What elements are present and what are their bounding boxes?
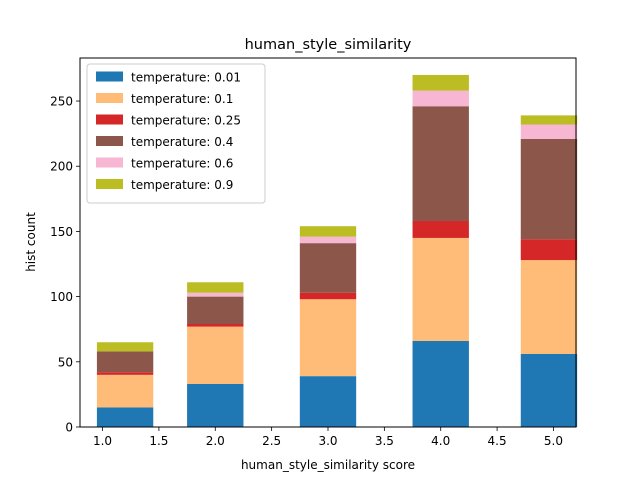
x-tick-label: 2.0 [206,434,225,448]
bar-segment-s3-c4 [520,138,578,240]
bar-segment-s1-c3 [412,237,469,341]
legend-label: temperature: 0.25 [131,114,241,128]
bar-segment-s5-c0 [96,342,154,352]
bar-segment-s1-c0 [96,374,154,408]
bar-segment-s5-c2 [299,226,357,237]
legend-swatch [96,157,123,168]
y-tick-label: 250 [50,95,73,109]
bar-segment-s1-c1 [187,326,244,384]
bar-segment-s1-c2 [299,299,357,377]
bars-group [96,74,578,427]
bar-segment-s0-c3 [412,340,469,427]
bar-segment-s4-c2 [299,236,357,244]
y-axis-label: hist count [24,212,38,272]
x-axis-label: human_style_similarity score [241,458,415,472]
x-tick-label: 1.0 [93,434,112,448]
bar-segment-s3-c2 [299,243,357,293]
x-tick-label: 4.5 [488,434,507,448]
legend-swatch [96,93,123,103]
bar-segment-s4-c4 [520,124,578,139]
legend-label: temperature: 0.01 [131,71,241,85]
y-tick-label: 150 [50,225,73,239]
axes-group: 1.0 1.5 2.0 2.5 3.0 3.5 4.0 4.5 5.0 0 50 100 150 200 2… [50,57,577,448]
legend-label: temperature: 0.1 [131,92,233,106]
x-tick-label: 2.5 [262,434,281,448]
y-tick-label: 0 [65,421,73,435]
legend-swatch [96,136,123,146]
bar-segment-s3-c1 [187,296,244,324]
x-tick-label: 4.0 [431,434,450,448]
legend-label: temperature: 0.9 [131,178,233,192]
legend: temperature: 0.01 temperature: 0.1 tempera… [86,63,266,204]
bar-segment-s0-c1 [187,383,244,427]
y-tick-label: 100 [50,290,73,304]
bar-segment-s3-c3 [412,106,469,221]
bar-segment-s4-c1 [187,292,244,297]
bar-segment-s0-c4 [520,353,578,427]
y-tick-label: 200 [50,160,73,174]
x-tick-label: 5.0 [544,434,563,448]
legend-swatch [96,114,123,125]
legend-swatch [96,71,123,82]
legend-swatch [96,179,123,189]
legend-box [86,63,266,204]
bar-segment-s5-c4 [520,115,578,125]
y-tick-label: 50 [58,355,73,369]
bar-segment-s2-c4 [520,239,578,261]
bar-segment-s0-c2 [299,376,357,427]
bar-segment-s5-c3 [412,74,469,91]
bar-segment-s4-c3 [412,90,469,107]
legend-label: temperature: 0.6 [131,157,233,171]
bar-segment-s2-c2 [299,292,357,300]
legend-label: temperature: 0.4 [131,135,233,149]
x-tick-label: 3.5 [375,434,394,448]
bar-segment-s0-c0 [96,407,154,427]
bar-segment-s5-c1 [187,282,244,293]
chart-title: human_style_similarity [245,37,412,53]
bar-segment-s2-c1 [187,323,244,327]
bar-segment-s3-c0 [96,351,154,373]
bar-segment-s1-c4 [520,260,578,354]
x-tick-label: 1.5 [149,434,168,448]
bar-segment-s2-c3 [412,220,469,238]
x-tick-label: 3.0 [318,434,337,448]
bar-segment-s2-c0 [96,372,154,375]
